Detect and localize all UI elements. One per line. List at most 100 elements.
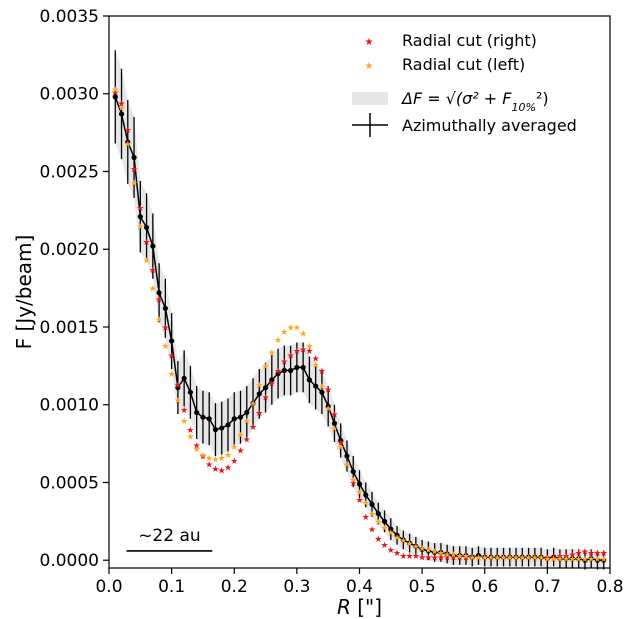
- right-cut-marker: ★: [437, 554, 445, 564]
- left-cut-marker: ★: [337, 443, 345, 453]
- right-cut-marker: ★: [130, 165, 138, 175]
- right-cut-marker: ★: [537, 554, 545, 564]
- left-cut-marker: ★: [287, 323, 295, 333]
- average-point: [325, 403, 331, 409]
- average-point: [206, 416, 212, 422]
- average-point: [438, 549, 444, 556]
- legend-label-band: ΔF = √(σ² + F10%²): [400, 89, 549, 114]
- x-tick-label: 0.7: [534, 577, 561, 597]
- left-cut-marker: ★: [499, 554, 507, 564]
- left-cut-marker: ★: [249, 400, 257, 410]
- average-point: [319, 389, 325, 395]
- average-point: [175, 385, 181, 391]
- average-point: [457, 552, 463, 559]
- left-cut-marker: ★: [424, 546, 432, 556]
- average-point: [388, 526, 394, 532]
- average-point: [488, 554, 494, 560]
- right-cut-marker: ★: [531, 554, 539, 564]
- average-point: [425, 548, 431, 554]
- left-cut-marker: ★: [130, 179, 138, 189]
- y-axis-label: F [Jy/beam]: [12, 235, 36, 350]
- left-cut-marker: ★: [274, 336, 282, 346]
- right-cut-marker: ★: [412, 552, 420, 562]
- average-point: [200, 414, 206, 420]
- average-point: [500, 554, 507, 560]
- right-cut-marker: ★: [136, 204, 144, 214]
- left-cut-marker: ★: [224, 451, 232, 461]
- y-tick-label: 0.0020: [40, 240, 99, 260]
- left-cut-marker: ★: [193, 445, 201, 455]
- right-cut-marker: ★: [474, 554, 482, 564]
- right-cut-marker: ★: [387, 546, 395, 556]
- radial-cut-markers-layer: ★★★★★★★★★★★★★★★★★★★★★★★★★★★★★★★★★★★★★★★★…: [111, 86, 608, 566]
- average-point: [219, 425, 225, 431]
- right-cut-marker: ★: [499, 554, 507, 564]
- right-cut-marker: ★: [205, 460, 213, 470]
- right-cut-marker: ★: [337, 439, 345, 449]
- legend-marker-right-cut: ★: [365, 37, 374, 48]
- right-cut-marker: ★: [468, 554, 476, 564]
- average-point: [563, 556, 569, 562]
- uncertainty-band: [115, 50, 604, 570]
- average-point: [350, 468, 356, 475]
- y-tick-label: 0.0035: [40, 7, 99, 27]
- x-axis-label-unit: ["]: [351, 595, 382, 619]
- average-point: [275, 371, 281, 377]
- left-cut-marker: ★: [537, 554, 545, 564]
- average-point: [187, 389, 194, 395]
- right-cut-marker: ★: [193, 442, 201, 452]
- right-cut-marker: ★: [218, 467, 226, 477]
- average-point: [125, 139, 131, 145]
- left-cut-marker: ★: [512, 554, 520, 564]
- average-point: [262, 385, 269, 391]
- average-point: [375, 510, 381, 517]
- x-tick-label: 0.0: [95, 577, 122, 597]
- average-point: [137, 213, 143, 220]
- right-cut-marker: ★: [349, 479, 357, 489]
- average-point: [131, 154, 137, 161]
- right-cut-marker: ★: [399, 552, 407, 562]
- right-cut-marker: ★: [487, 554, 495, 564]
- left-cut-marker: ★: [312, 361, 320, 371]
- left-cut-marker: ★: [218, 454, 226, 464]
- right-cut-marker: ★: [581, 547, 589, 557]
- left-cut-marker: ★: [543, 555, 551, 565]
- right-cut-marker: ★: [280, 358, 288, 368]
- average-line-layer: [112, 94, 607, 563]
- legend-band-formula: ΔF = √(σ² + F: [400, 89, 512, 108]
- right-cut-marker: ★: [587, 549, 595, 559]
- left-cut-marker: ★: [355, 488, 363, 498]
- average-point: [582, 557, 588, 563]
- right-cut-marker: ★: [481, 554, 489, 564]
- average-point: [294, 364, 300, 371]
- left-cut-marker: ★: [550, 555, 558, 565]
- right-cut-marker: ★: [224, 463, 232, 473]
- y-tick-label: 0.0000: [40, 551, 99, 571]
- average-point: [256, 391, 262, 397]
- average-point: [557, 556, 563, 562]
- left-cut-marker: ★: [362, 499, 370, 509]
- right-cut-marker: ★: [525, 554, 533, 564]
- x-tick-label: 0.3: [283, 577, 310, 597]
- right-cut-marker: ★: [443, 554, 451, 564]
- average-point: [112, 94, 118, 100]
- right-cut-marker: ★: [174, 381, 182, 391]
- legend-label-left-cut: Radial cut (left): [402, 55, 525, 74]
- left-cut-marker: ★: [399, 537, 407, 547]
- left-cut-marker: ★: [562, 555, 570, 565]
- left-cut-marker: ★: [406, 540, 414, 550]
- average-point: [432, 549, 438, 556]
- right-cut-marker: ★: [381, 541, 389, 551]
- right-cut-marker: ★: [556, 552, 564, 562]
- y-tick-label: 0.0005: [40, 473, 99, 493]
- left-cut-marker: ★: [387, 529, 395, 539]
- legend-label-right-cut: Radial cut (right): [402, 31, 537, 50]
- right-cut-marker: ★: [431, 554, 439, 564]
- average-point: [413, 543, 419, 549]
- right-cut-marker: ★: [117, 100, 125, 110]
- average-point: [482, 554, 488, 560]
- right-cut-marker: ★: [262, 393, 270, 403]
- right-cut-marker: ★: [255, 409, 263, 419]
- right-cut-marker: ★: [550, 554, 558, 564]
- right-cut-marker: ★: [593, 549, 601, 559]
